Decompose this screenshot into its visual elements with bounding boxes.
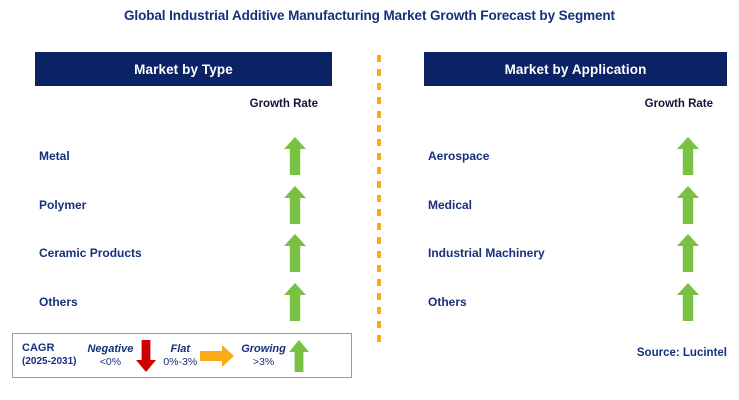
vertical-dashed-divider (377, 55, 381, 349)
page-title: Global Industrial Additive Manufacturing… (124, 8, 615, 23)
segment-rows-left: Metal Polymer Ceramic Products (35, 132, 332, 326)
source-label: Source: Lucintel (636, 347, 727, 359)
arrow-up-icon (284, 185, 306, 224)
segment-rows-right: Aerospace Medical Industrial Machinery (424, 132, 727, 326)
panel-header-market-by-application: Market by Application (424, 52, 727, 86)
growth-indicator-ceramic-products (280, 234, 310, 273)
segment-label-metal: Metal (39, 149, 70, 164)
arrow-up-icon (284, 234, 306, 273)
column-header-growth-rate-left: Growth Rate (249, 98, 318, 110)
legend-negative-name: Negative (87, 342, 134, 355)
segment-label-medical: Medical (428, 197, 473, 212)
arrow-up-icon (288, 339, 309, 372)
growth-indicator-others-type (280, 282, 310, 321)
legend-growing-range: >3% (252, 355, 275, 368)
growth-indicator-aerospace (673, 137, 703, 176)
arrow-up-icon (677, 185, 699, 224)
legend-growing-icon-wrap (288, 339, 309, 372)
table-row: Polymer (35, 181, 332, 230)
arrow-up-icon (284, 137, 306, 176)
segment-label-others-type: Others (39, 294, 78, 309)
growth-indicator-medical (673, 185, 703, 224)
legend-cagr-title: CAGR (2025-2031) (13, 342, 76, 368)
column-header-growth-rate-right: Growth Rate (644, 98, 713, 110)
legend-item-growing: Growing >3% (238, 339, 309, 372)
legend-cagr-period: (2025-2031) (22, 356, 77, 368)
table-row: Industrial Machinery (424, 229, 727, 278)
growth-indicator-polymer (280, 185, 310, 224)
arrow-right-icon (200, 344, 235, 367)
growth-indicator-others-application (673, 282, 703, 321)
arrow-up-icon (677, 282, 699, 321)
arrow-up-icon (677, 137, 699, 176)
table-row: Others (35, 278, 332, 327)
panel-market-by-application: Market by Application Growth Rate Aerosp… (424, 52, 727, 321)
segment-label-ceramic-products: Ceramic Products (39, 246, 142, 261)
legend-item-flat: Flat 0%-3% (160, 342, 235, 370)
segment-label-polymer: Polymer (39, 197, 87, 212)
legend-growing-text: Growing >3% (238, 342, 289, 370)
table-row: Ceramic Products (35, 229, 332, 278)
segment-label-others-application: Others (428, 294, 467, 309)
legend-growing-name: Growing (241, 342, 286, 355)
legend-negative-icon-wrap (136, 339, 157, 372)
growth-indicator-metal (280, 137, 310, 176)
growth-indicator-industrial-machinery (673, 234, 703, 273)
table-row: Others (424, 278, 727, 327)
arrow-up-icon (284, 282, 306, 321)
panel-header-market-by-type: Market by Type (35, 52, 332, 86)
legend-cagr-label: CAGR (22, 342, 55, 355)
panel-market-by-type: Market by Type Growth Rate Metal Polymer… (35, 52, 332, 321)
legend-flat-text: Flat 0%-3% (160, 342, 200, 370)
legend-flat-range: 0%-3% (163, 355, 198, 368)
legend-flat-icon-wrap (200, 344, 235, 367)
table-row: Metal (35, 132, 332, 181)
legend-cagr-box: CAGR (2025-2031) Negative <0% Flat 0%-3%… (12, 333, 352, 378)
arrow-down-icon (136, 339, 157, 372)
legend-negative-range: <0% (99, 355, 122, 368)
legend-negative-text: Negative <0% (84, 342, 136, 370)
segment-label-industrial-machinery: Industrial Machinery (428, 246, 545, 261)
legend-item-negative: Negative <0% (84, 339, 157, 372)
table-row: Medical (424, 181, 727, 230)
segment-label-aerospace: Aerospace (428, 149, 490, 164)
table-row: Aerospace (424, 132, 727, 181)
arrow-up-icon (677, 234, 699, 273)
legend-flat-name: Flat (170, 342, 191, 355)
